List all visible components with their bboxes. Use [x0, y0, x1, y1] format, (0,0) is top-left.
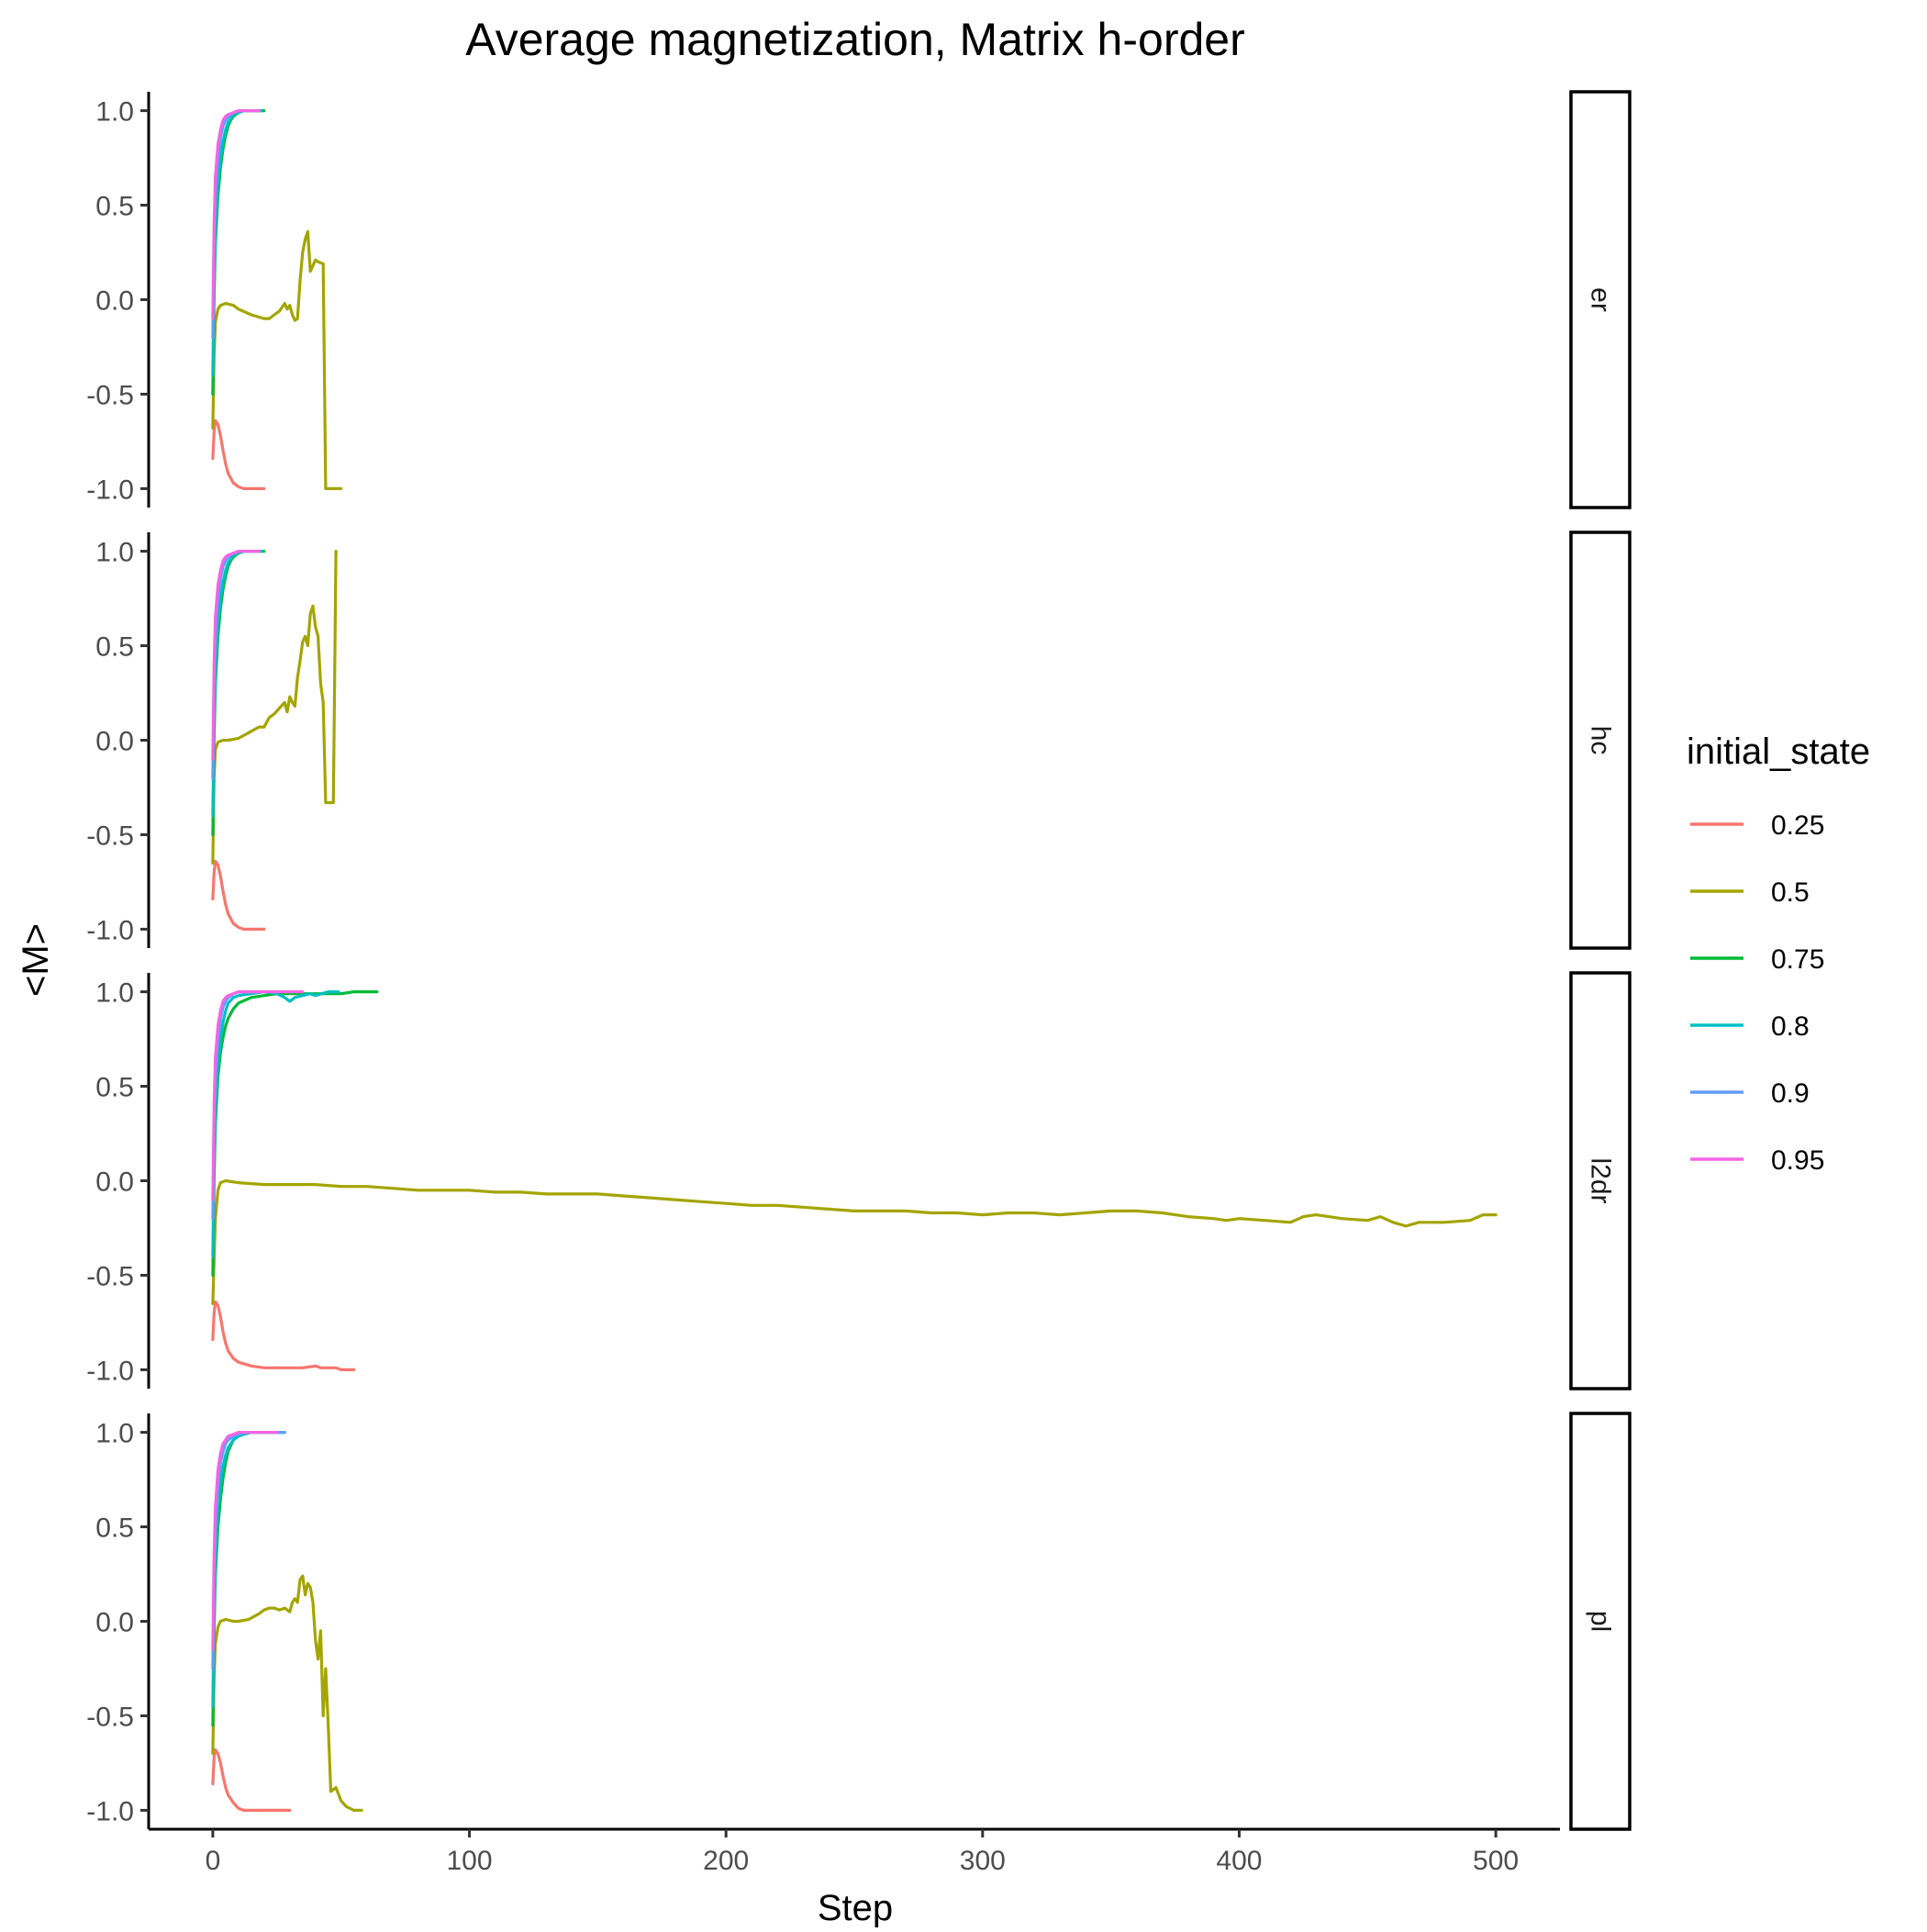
- y-tick-label: -1.0: [86, 1356, 134, 1386]
- y-tick-label: 0.0: [95, 286, 134, 317]
- y-tick-label: 0.0: [95, 1167, 134, 1198]
- y-tick-label: -0.5: [86, 1702, 134, 1732]
- series-line-er-0_95: [211, 109, 261, 320]
- y-tick-label: 1.0: [95, 978, 134, 1009]
- series-line-l2dr-0_8: [211, 990, 340, 1258]
- y-tick-label: -1.0: [86, 475, 134, 505]
- legend-entry-label: 0.25: [1771, 810, 1824, 841]
- y-tick-label: 1.0: [95, 1419, 134, 1449]
- series-line-l2dr-0_5: [211, 1178, 1498, 1305]
- y-tick-label: -0.5: [86, 821, 134, 851]
- x-tick-label: 500: [1473, 1846, 1519, 1876]
- legend-entry-label: 0.95: [1771, 1145, 1824, 1176]
- facet-panels: 1.00.50.0-0.5-1.0er1.00.50.0-0.5-1.0hc1.…: [86, 90, 1632, 1831]
- y-tick-label: 0.5: [95, 1073, 134, 1103]
- series-line-hc-0_5: [211, 550, 338, 865]
- y-tick-label: -1.0: [86, 1796, 134, 1826]
- facet-strip-label: hc: [1586, 726, 1616, 755]
- y-tick-label: 0.5: [95, 192, 134, 222]
- facet-panel-hc: 1.0 0.5 0.0 -0.5 -1.0 hc: [86, 530, 1632, 950]
- y-axis-title: <M>: [16, 923, 56, 997]
- legend-entry-label: 0.9: [1771, 1078, 1810, 1109]
- x-tick-label: 300: [960, 1846, 1006, 1876]
- y-tick-label: -0.5: [86, 380, 134, 410]
- x-axis: 0 100 200 300 400 500: [149, 1827, 1560, 1876]
- series-line-pl-0_25: [211, 1748, 292, 1812]
- legend: initial_state 0.25 0.5 0.75 0.8 0.9 0.95: [1687, 731, 1870, 1176]
- series-line-hc-0_25: [211, 859, 266, 931]
- facet-panel-er: 1.0 0.5 0.0 -0.5 -1.0 er: [86, 90, 1632, 509]
- series-line-pl-0_95: [211, 1431, 279, 1651]
- facet-strip-hc: [1569, 530, 1632, 950]
- x-axis-title: Step: [818, 1888, 893, 1927]
- legend-entry-label: 0.75: [1771, 944, 1824, 975]
- legend-title: initial_state: [1687, 731, 1870, 772]
- series-line-l2dr-0_95: [211, 990, 305, 1201]
- facet-strip-label: pl: [1586, 1611, 1616, 1632]
- legend-entry-label: 0.8: [1771, 1011, 1810, 1042]
- series-line-er-0_9: [211, 109, 261, 340]
- x-tick-label: 100: [447, 1846, 493, 1876]
- series-line-er-0_5: [211, 229, 343, 490]
- facet-strip-pl: [1569, 1412, 1632, 1831]
- x-tick-label: 0: [206, 1846, 221, 1876]
- series-line-l2dr-0_25: [211, 1300, 356, 1371]
- chart-title: Average magnetization, Matrix h-order: [465, 14, 1245, 65]
- y-tick-label: 1.0: [95, 97, 134, 128]
- facet-strip-label: l2dr: [1586, 1157, 1616, 1203]
- y-tick-label: 1.0: [95, 538, 134, 568]
- legend-entry-label: 0.5: [1771, 877, 1810, 908]
- series-line-pl-0_5: [211, 1574, 363, 1812]
- y-tick-label: 0.0: [95, 727, 134, 757]
- series-line-l2dr-0_75: [211, 990, 379, 1278]
- y-tick-label: -1.0: [86, 915, 134, 945]
- x-tick-label: 200: [703, 1846, 749, 1876]
- facet-panel-pl: 1.0 0.5 0.0 -0.5 -1.0 pl: [86, 1412, 1632, 1831]
- facet-strip-l2dr: [1569, 971, 1632, 1390]
- x-tick-label: 400: [1216, 1846, 1262, 1876]
- series-line-er-0_25: [211, 419, 266, 490]
- facet-strip-label: er: [1586, 287, 1616, 312]
- facet-strip-er: [1569, 90, 1632, 509]
- y-tick-label: 0.5: [95, 632, 134, 663]
- y-tick-label: -0.5: [86, 1261, 134, 1291]
- y-tick-label: 0.0: [95, 1608, 134, 1638]
- series-line-hc-0_95: [211, 550, 261, 761]
- y-tick-label: 0.5: [95, 1513, 134, 1544]
- series-line-pl-0_75: [211, 1431, 286, 1727]
- series-line-hc-0_9: [211, 550, 261, 780]
- facet-panel-l2dr: 1.0 0.5 0.0 -0.5 -1.0 l2dr: [86, 971, 1632, 1390]
